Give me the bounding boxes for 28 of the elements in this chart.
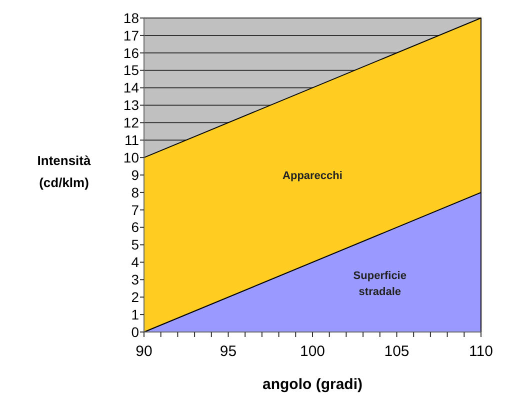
y-tick-label: 14 bbox=[123, 80, 140, 96]
y-tick-label: 0 bbox=[131, 324, 140, 340]
x-axis-title: angolo (gradi) bbox=[262, 376, 362, 393]
y-tick-label: 12 bbox=[123, 114, 140, 131]
y-tick-label: 3 bbox=[131, 272, 140, 288]
y-tick-label: 18 bbox=[123, 10, 140, 26]
y-tick-label: 2 bbox=[131, 289, 140, 306]
series-label: Superficie stradale bbox=[353, 270, 406, 298]
y-tick-label: 1 bbox=[131, 306, 140, 322]
series-label: Apparecchi bbox=[282, 170, 342, 182]
y-tick-label: 11 bbox=[124, 132, 140, 148]
x-tick-label: 100 bbox=[300, 343, 326, 360]
y-tick-label: 15 bbox=[123, 62, 140, 78]
y-tick-label: 6 bbox=[131, 219, 140, 236]
y-tick-label: 7 bbox=[131, 202, 140, 218]
y-tick-label: 5 bbox=[131, 236, 140, 253]
x-tick-label: 110 bbox=[469, 343, 493, 360]
y-tick-label: 4 bbox=[131, 254, 140, 270]
y-tick-label: 17 bbox=[123, 27, 140, 44]
y-tick-label: 9 bbox=[131, 166, 140, 183]
x-tick-label: 105 bbox=[384, 343, 410, 360]
x-tick-label: 90 bbox=[136, 343, 152, 360]
y-tick-label: 16 bbox=[123, 44, 140, 61]
x-tick-label: 95 bbox=[220, 343, 237, 360]
y-axis-title: Intensità (cd/klm) bbox=[37, 153, 92, 190]
y-tick-label: 8 bbox=[131, 184, 140, 200]
y-tick-label: 10 bbox=[123, 149, 140, 166]
y-tick-label: 13 bbox=[123, 97, 140, 114]
